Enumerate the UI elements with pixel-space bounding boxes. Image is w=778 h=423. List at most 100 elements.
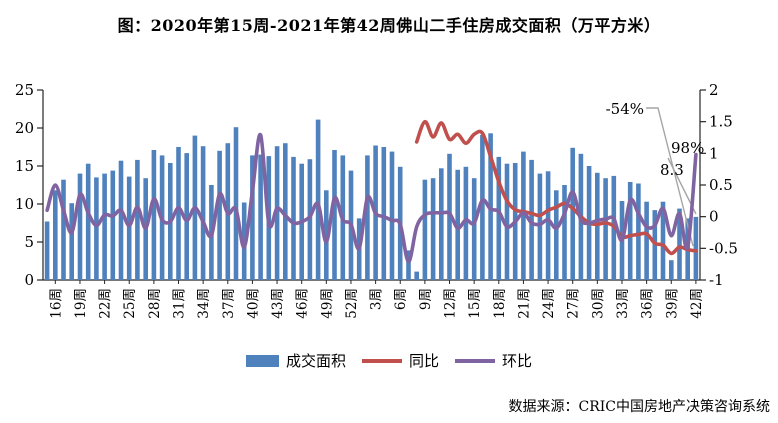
x-axis-tick-label: 21周 xyxy=(516,288,532,319)
x-axis-tick-label: 12周 xyxy=(443,288,459,319)
annotation-bar-end: 8.3 xyxy=(660,161,684,179)
bar xyxy=(455,169,460,280)
right-axis-tick-label: 1 xyxy=(709,144,719,162)
bar xyxy=(324,190,329,280)
legend-label-transaction-area: 成交面积 xyxy=(285,352,346,370)
x-axis-tick-label: 39周 xyxy=(664,288,680,319)
bar xyxy=(439,168,444,280)
bar xyxy=(430,178,436,280)
x-axis-tick-label: 9周 xyxy=(418,288,434,310)
left-axis-tick-label: 0 xyxy=(24,271,34,289)
chart-legend: 成交面积 同比 环比 xyxy=(0,350,778,371)
x-axis-tick-label: 28周 xyxy=(147,288,163,319)
bar xyxy=(102,173,107,280)
bar xyxy=(258,154,263,280)
right-axis-tick-label: 2 xyxy=(709,81,719,99)
yoy-line-swatch-icon xyxy=(361,358,402,363)
right-axis-tick-label: -0.5 xyxy=(709,239,738,257)
annotation-yoy-end: -54% xyxy=(606,100,644,118)
bar xyxy=(504,163,510,280)
x-axis-tick-label: 52周 xyxy=(344,288,360,319)
bar-swatch-icon xyxy=(245,354,279,367)
bar xyxy=(627,182,633,280)
x-axis-tick-label: 49周 xyxy=(319,288,335,319)
bar xyxy=(537,173,543,280)
bar xyxy=(53,190,58,280)
bar xyxy=(110,170,116,280)
right-axis-tick-label: -1 xyxy=(709,271,724,289)
bar xyxy=(315,119,321,280)
x-axis-tick-label: 30周 xyxy=(590,288,606,319)
bar xyxy=(406,250,411,280)
bar xyxy=(471,178,477,280)
wow-line-swatch-icon xyxy=(455,358,495,363)
bar xyxy=(274,146,280,280)
legend-item-yoy: 同比 xyxy=(361,350,439,371)
bar xyxy=(595,172,600,280)
bar xyxy=(496,156,502,280)
chart-title: 图：2020年第15周-2021年第42周佛山二手住房成交面积（万平方米） xyxy=(117,16,661,35)
wow-line xyxy=(45,133,698,264)
legend-label-wow: 环比 xyxy=(502,352,533,370)
bar xyxy=(135,159,140,280)
data-source: 数据来源：CRIC中国房地产决策咨询系统 xyxy=(508,399,771,415)
annotations: -54% 98% 8.3 xyxy=(606,100,705,179)
x-axis-tick-label: 3周 xyxy=(369,288,385,310)
bar xyxy=(217,150,222,280)
bar xyxy=(94,177,99,280)
bar xyxy=(307,159,313,280)
annotation-wow-end: 98% xyxy=(671,139,704,157)
x-axis-tick-label: 43周 xyxy=(270,288,286,319)
bar xyxy=(422,179,428,280)
bar xyxy=(636,183,641,280)
left-axis-tick-label: 15 xyxy=(15,157,34,175)
bar xyxy=(283,143,288,280)
bar xyxy=(118,160,124,280)
bar xyxy=(570,147,575,280)
x-axis-tick-label: 34周 xyxy=(196,288,212,319)
left-axis-tick-label: 20 xyxy=(15,119,34,137)
bar xyxy=(126,176,132,280)
bar xyxy=(184,153,189,280)
bar xyxy=(365,155,370,280)
x-axis-tick-label: 16周 xyxy=(48,288,64,319)
bar xyxy=(414,271,419,280)
left-axis-tick-label: 10 xyxy=(15,195,34,213)
x-axis-tick-label: 15周 xyxy=(467,288,483,319)
bar xyxy=(603,178,608,280)
bar xyxy=(463,166,469,280)
bar xyxy=(77,173,83,280)
x-axis-tick-label: 24周 xyxy=(541,288,557,319)
bar xyxy=(381,147,387,280)
x-axis-tick-label: 31周 xyxy=(172,288,188,319)
x-axis-labels: 16周 19周 22周 25周 28周 31周 34周 37周 40周 43周 46周 49周 52周 3… xyxy=(48,280,705,319)
x-axis-tick-label: 22周 xyxy=(98,288,114,319)
x-axis-tick-label: 46周 xyxy=(295,288,311,319)
bar xyxy=(562,185,567,280)
x-axis-tick-label: 6周 xyxy=(393,288,409,310)
left-axis-tick-label: 25 xyxy=(15,81,34,99)
bar xyxy=(176,147,181,280)
bar xyxy=(669,260,674,280)
bar xyxy=(521,151,526,280)
bar xyxy=(61,179,66,280)
x-axis-tick-label: 36周 xyxy=(640,288,656,319)
legend-label-yoy: 同比 xyxy=(408,352,439,370)
bar xyxy=(660,201,666,280)
bar xyxy=(529,159,534,280)
bar xyxy=(389,151,395,280)
x-axis-tick-label: 27周 xyxy=(566,288,582,319)
legend-item-wow: 环比 xyxy=(455,350,532,371)
x-axis-tick-label: 33周 xyxy=(615,288,631,319)
bar xyxy=(200,146,206,280)
right-axis-tick-label: 0 xyxy=(709,208,719,226)
right-axis-ticks: -1 -0.5 0 0.5 1 1.5 2 xyxy=(700,81,738,289)
left-axis-tick-label: 5 xyxy=(24,233,34,251)
x-axis-tick-label: 42周 xyxy=(689,288,705,319)
right-axis-tick-label: 1.5 xyxy=(709,113,733,131)
bar xyxy=(545,171,551,280)
right-axis-tick-label: 0.5 xyxy=(709,176,733,194)
left-axis-ticks: 0 5 10 15 20 25 xyxy=(15,81,43,289)
bar xyxy=(291,156,296,280)
